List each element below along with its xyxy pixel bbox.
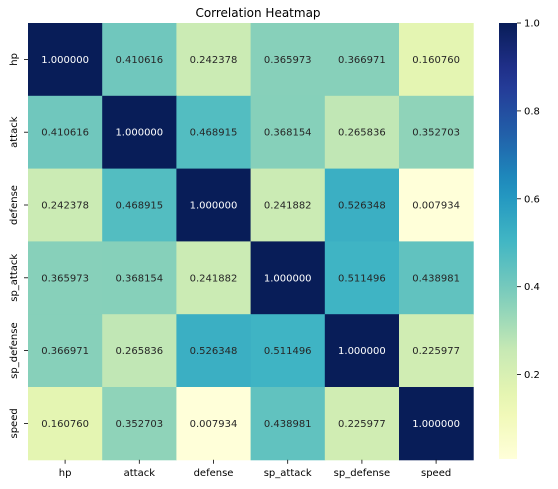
heatmap-cell [324,387,400,461]
heatmap-cells: 1.000000 0.410616 0.242378 0.365973 0.366971… [28,23,474,461]
heatmap-cell [102,95,177,170]
cell-value-label: 0.366971 [338,55,386,66]
heatmap-cell [250,387,326,461]
x-tick-label: defense [194,468,234,479]
x-tick-label: sp_attack [264,468,312,479]
heatmap-cell [250,314,326,388]
colorbar-tick-label: 0.8 [524,106,540,117]
cell-value-label: 0.352703 [115,419,163,430]
y-tick-label: sp_defense [9,322,20,378]
heatmap-cell [324,95,400,170]
x-tick-label: sp_defense [334,468,390,479]
cell-value-label: 0.368154 [115,273,163,284]
cell-value-label: 0.160760 [412,55,460,66]
colorbar-tick-label: 0.4 [524,282,540,293]
heatmap-cell [250,23,326,97]
heatmap-cell [324,168,400,242]
cell-value-label: 0.526348 [338,201,386,212]
cell-value-label: 0.365973 [41,273,89,284]
cell-value-label: 0.438981 [412,273,460,284]
cell-value-label: 0.241882 [264,201,312,212]
heatmap-cell [28,387,103,461]
colorbar-tick-label: 0.6 [524,194,540,205]
y-tick-label: defense [9,185,20,225]
heatmap-cell [176,387,252,461]
heatmap-cell [102,168,177,242]
heatmap-cell [250,95,326,170]
y-tick-label: attack [9,116,20,148]
cell-value-label: 0.265836 [338,128,386,139]
heatmap-cell [176,23,252,97]
cell-value-label: 0.365973 [264,55,312,66]
y-tick-label: hp [9,53,20,66]
cell-value-label: 0.007934 [190,419,238,430]
x-tick-label: attack [124,468,156,479]
colorbar-gradient [499,23,517,459]
heatmap-cell [176,241,252,315]
cell-value-label: 0.526348 [190,346,238,357]
heatmap-cell [102,23,177,97]
heatmap-cell [28,168,103,242]
cell-value-label: 0.242378 [190,55,238,66]
colorbar-tick-label: 0.2 [524,370,540,381]
cell-value-label: 1.000000 [115,128,163,139]
cell-value-label: 0.225977 [338,419,386,430]
cell-value-label: 0.160760 [41,419,89,430]
cell-value-label: 0.225977 [412,346,460,357]
cell-value-label: 1.000000 [190,201,238,212]
cell-value-label: 0.368154 [264,128,312,139]
heatmap-cell [399,95,474,170]
cell-value-label: 0.410616 [41,128,89,139]
cell-value-label: 0.410616 [115,55,163,66]
heatmap-cell [399,168,474,242]
cell-value-label: 0.366971 [41,346,89,357]
heatmap-cell [176,95,252,170]
heatmap-cell [28,314,103,388]
cell-value-label: 1.000000 [41,55,89,66]
cell-value-label: 0.468915 [115,201,163,212]
cell-value-label: 0.265836 [115,346,163,357]
cell-value-label: 0.007934 [412,201,460,212]
heatmap-cell [102,241,177,315]
heatmap-cell [324,314,400,388]
heatmap-cell [176,168,252,242]
heatmap-cell [324,241,400,315]
heatmap-cell [250,241,326,315]
heatmap-cell [399,23,474,97]
heatmap-cell [28,241,103,315]
cell-value-label: 1.000000 [412,419,460,430]
heatmap-cell [176,314,252,388]
cell-value-label: 0.468915 [190,128,238,139]
cell-value-label: 0.241882 [190,273,238,284]
y-tick-label: sp_attack [9,254,20,302]
cell-value-label: 0.242378 [41,201,89,212]
heatmap-cell [399,314,474,388]
chart-title: Correlation Heatmap [195,6,320,20]
cell-value-label: 0.352703 [412,128,460,139]
cell-value-label: 0.438981 [264,419,312,430]
x-axis-ticks: hp attack defense sp_attack sp_defense speed [59,459,451,479]
cell-value-label: 0.511496 [338,273,386,284]
cell-value-label: 1.000000 [338,346,386,357]
heatmap-cell [324,23,400,97]
heatmap-cell [399,241,474,315]
heatmap-cell [250,168,326,242]
y-tick-label: speed [9,408,20,438]
x-tick-label: hp [59,468,72,479]
colorbar-tick-label: 1.0 [524,19,540,30]
cell-value-label: 0.511496 [264,346,312,357]
x-tick-label: speed [421,468,451,479]
heatmap-cell [102,387,177,461]
cell-value-label: 1.000000 [264,273,312,284]
heatmap-cell [399,387,474,461]
heatmap-cell [28,95,103,170]
colorbar: 0.2 0.4 0.6 0.8 1.0 [499,19,540,459]
heatmap-cell [28,23,103,97]
heatmap-cell [102,314,177,388]
